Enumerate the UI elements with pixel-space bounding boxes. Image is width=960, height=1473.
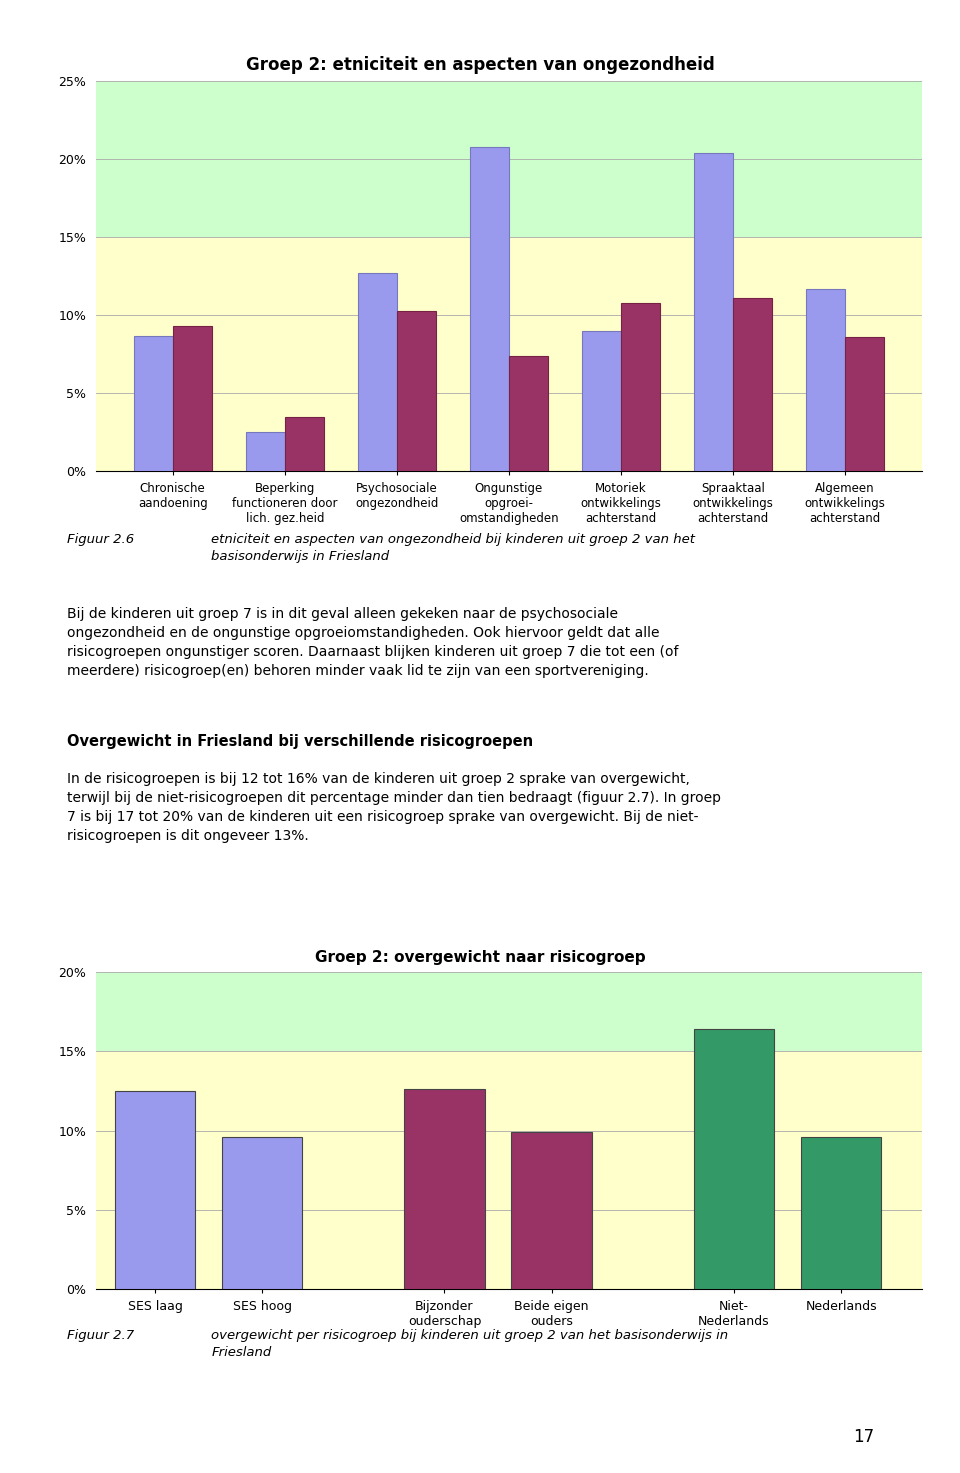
Bar (404, 1090, 485, 1289)
Bar (694, 1030, 774, 1289)
Text: etniciteit en aspecten van ongezondheid bij kinderen uit groep 2 van het
basison: etniciteit en aspecten van ongezondheid … (211, 533, 695, 563)
Bar (732, 298, 772, 471)
Text: In de risicogroepen is bij 12 tot 16% van de kinderen uit groep 2 sprake van ove: In de risicogroepen is bij 12 tot 16% va… (67, 772, 721, 843)
Bar (582, 331, 621, 471)
Bar (512, 1133, 592, 1289)
Bar (115, 1091, 195, 1289)
Bar (694, 153, 732, 471)
Bar (246, 433, 285, 471)
Bar (96, 972, 922, 1289)
Bar (222, 1137, 302, 1289)
Bar (173, 326, 212, 471)
Text: overgewicht per risicogroep bij kinderen uit groep 2 van het basisonderwijs in
F: overgewicht per risicogroep bij kinderen… (211, 1329, 729, 1358)
Text: Figuur 2.7: Figuur 2.7 (67, 1329, 134, 1342)
Bar (96, 81, 922, 471)
Text: Groep 2: etniciteit en aspecten van ongezondheid: Groep 2: etniciteit en aspecten van onge… (246, 56, 714, 74)
Bar (396, 311, 436, 471)
Text: Overgewicht in Friesland bij verschillende risicogroepen: Overgewicht in Friesland bij verschillen… (67, 734, 534, 748)
Bar (133, 336, 173, 471)
Bar (96, 81, 922, 237)
Bar (621, 303, 660, 471)
Text: Bij de kinderen uit groep 7 is in dit geval alleen gekeken naar de psychosociale: Bij de kinderen uit groep 7 is in dit ge… (67, 607, 679, 678)
Bar (805, 289, 845, 471)
Bar (96, 972, 922, 1052)
Bar (469, 147, 509, 471)
Text: Figuur 2.6: Figuur 2.6 (67, 533, 134, 546)
Bar (357, 273, 396, 471)
Text: 17: 17 (853, 1429, 875, 1446)
Bar (845, 337, 884, 471)
Bar (509, 356, 548, 471)
Bar (801, 1137, 881, 1289)
Text: Groep 2: overgewicht naar risicogroep: Groep 2: overgewicht naar risicogroep (315, 950, 645, 965)
Bar (285, 417, 324, 471)
